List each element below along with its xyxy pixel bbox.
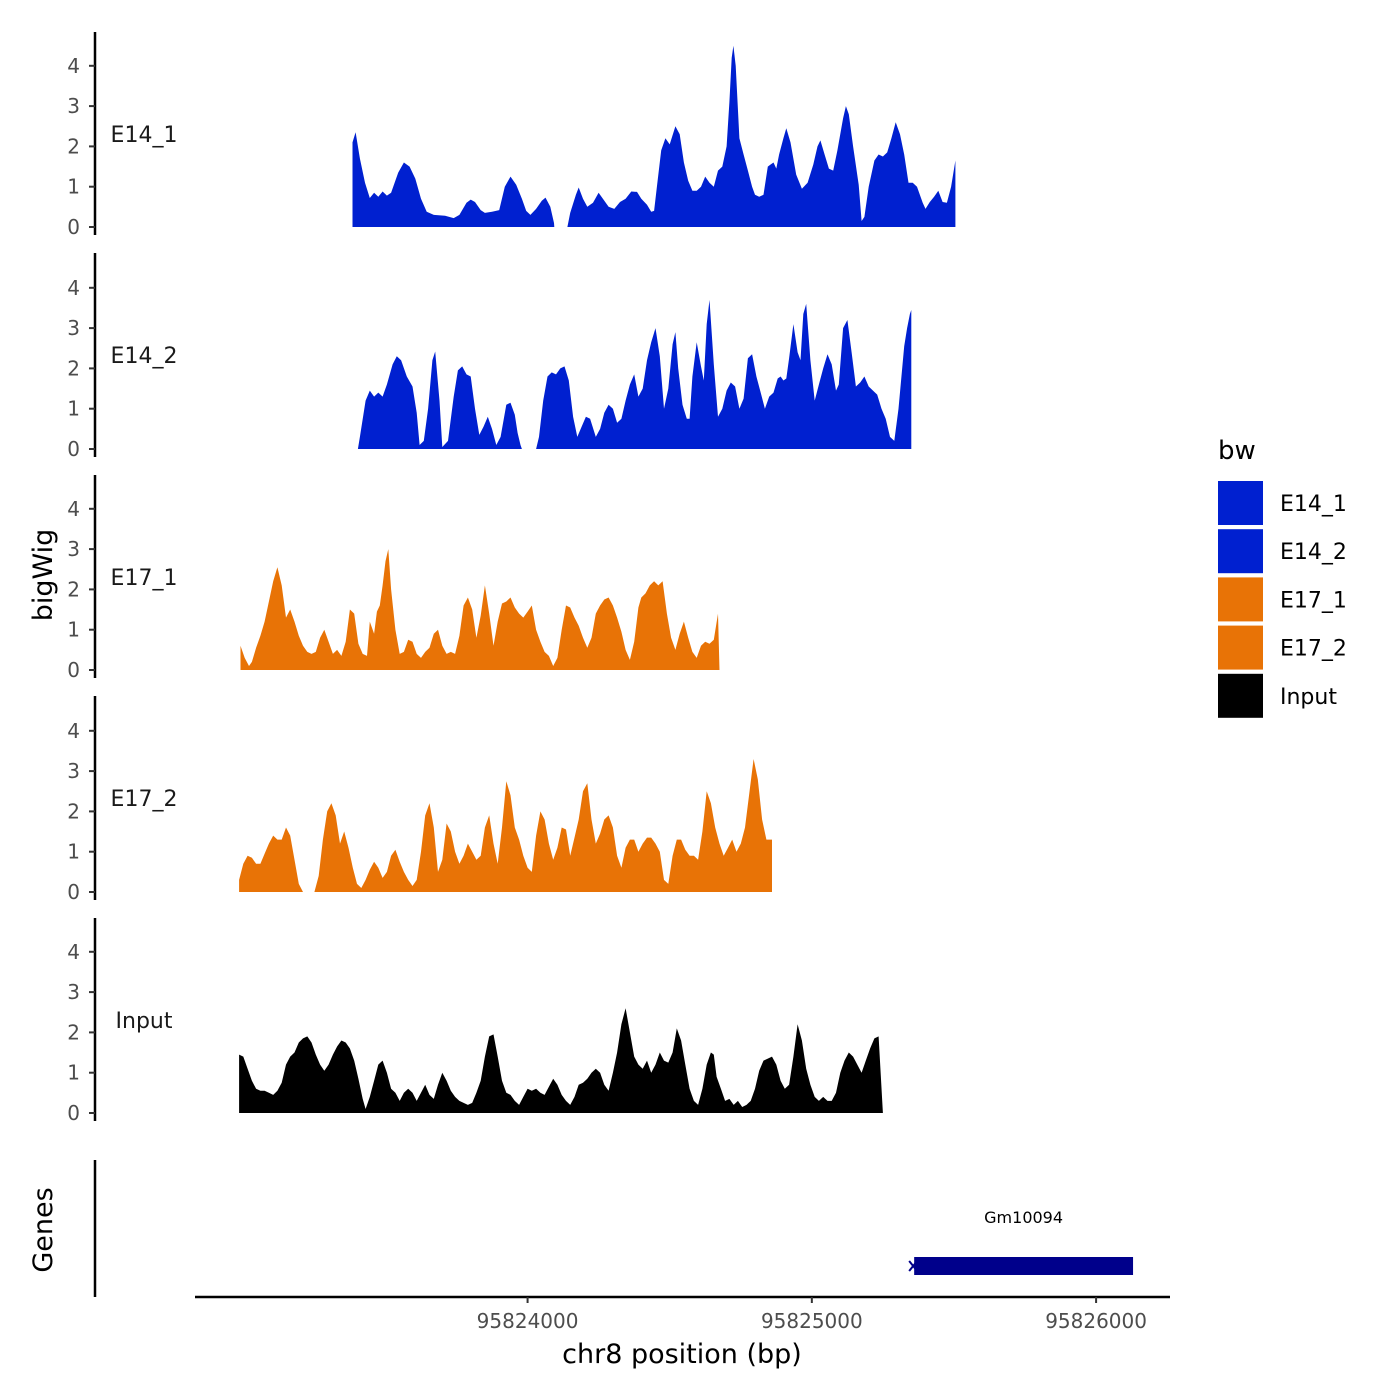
- y-tick-label: 2: [67, 356, 80, 380]
- legend-title: bw: [1218, 436, 1256, 466]
- y-tick-label: 4: [67, 54, 80, 78]
- y-tick-label: 0: [67, 1101, 80, 1125]
- x-tick-label: 95826000: [1045, 1309, 1147, 1333]
- y-tick-label: 1: [67, 618, 80, 642]
- track-label-E14_2: E14_2: [111, 344, 178, 369]
- y-tick-label: 4: [67, 276, 80, 300]
- y-tick-label: 1: [67, 840, 80, 864]
- y-tick-label: 4: [67, 940, 80, 964]
- x-axis-title: chr8 position (bp): [562, 1339, 802, 1370]
- y-tick-label: 3: [67, 759, 80, 783]
- track-label-E14_1: E14_1: [111, 123, 178, 148]
- genes-axis-title: Genes: [28, 1187, 59, 1272]
- genes-layer: Gm10094: [93, 1160, 1134, 1297]
- y-tick-label: 2: [67, 134, 80, 158]
- legend-label-E14_1: E14_1: [1280, 492, 1347, 517]
- track-panel-E14_2: 0 1 2 3 4 E14_2: [67, 253, 912, 461]
- legend-key-E17_1: [1218, 577, 1263, 622]
- area-E17_2-segment-1: [239, 827, 303, 892]
- y-tick-label: 3: [67, 980, 80, 1004]
- legend-key-E14_2: [1218, 529, 1263, 574]
- gene-label-Gm10094: Gm10094: [984, 1208, 1063, 1227]
- y-tick-label: 4: [67, 719, 80, 743]
- y-tick-label: 0: [67, 880, 80, 904]
- y-tick-label: 1: [67, 175, 80, 199]
- y-tick-label: 3: [67, 94, 80, 118]
- area-Input-segment-1: [239, 1008, 883, 1113]
- y-tick-label: 0: [67, 215, 80, 239]
- area-E14_2-segment-2: [536, 299, 912, 449]
- track-label-E17_1: E17_1: [111, 566, 178, 591]
- y-tick-label: 1: [67, 1061, 80, 1085]
- legend-label-Input: Input: [1280, 685, 1337, 710]
- legend-label-E17_1: E17_1: [1280, 588, 1347, 613]
- y-tick-label: 4: [67, 497, 80, 521]
- legend-key-E17_2: [1218, 625, 1263, 670]
- gene-strand-mark: [908, 1260, 918, 1272]
- legend: E14_1 E14_2 E17_1 E17_2 Input: [1218, 481, 1347, 718]
- track-panel-E17_1: 0 1 2 3 4 E17_1: [67, 475, 720, 682]
- y-tick-label: 0: [67, 437, 80, 461]
- area-E14_1-segment-2: [567, 45, 957, 228]
- legend-key-Input: [1218, 673, 1263, 718]
- tracks-layer: 0 1 2 3 4 E14_1 0 1 2 3 4 E14_2 0 1 2 3 4 E17_1 0 1 2 3 4 E17_2…: [67, 32, 957, 1125]
- x-tick-label: 95825000: [761, 1309, 863, 1333]
- track-panel-E17_2: 0 1 2 3 4 E17_2: [67, 696, 772, 904]
- track-label-Input: Input: [116, 1009, 173, 1034]
- gene-body-Gm10094: [914, 1257, 1134, 1275]
- area-E14_2-segment-1: [357, 351, 522, 449]
- y-tick-label: 1: [67, 397, 80, 421]
- y-tick-label: 2: [67, 799, 80, 823]
- area-E14_1-segment-1: [352, 132, 555, 227]
- area-E17_1-segment-1: [240, 549, 720, 670]
- y-tick-label: 3: [67, 316, 80, 340]
- track-label-E17_2: E17_2: [111, 787, 178, 812]
- x-tick-label: 95824000: [477, 1309, 579, 1333]
- y-tick-label: 0: [67, 658, 80, 682]
- track-panel-E14_1: 0 1 2 3 4 E14_1: [67, 32, 957, 239]
- legend-key-E14_1: [1218, 481, 1263, 525]
- legend-label-E14_2: E14_2: [1280, 540, 1347, 565]
- y-axis-title: bigWig: [28, 529, 59, 622]
- y-tick-label: 2: [67, 577, 80, 601]
- y-tick-label: 3: [67, 537, 80, 561]
- track-panel-Input: 0 1 2 3 4 Input: [67, 918, 883, 1125]
- x-axis: 95824000 95825000 95826000: [195, 1295, 1170, 1333]
- area-E17_2-segment-2: [314, 759, 772, 892]
- y-tick-label: 2: [67, 1020, 80, 1044]
- legend-label-E17_2: E17_2: [1280, 637, 1347, 662]
